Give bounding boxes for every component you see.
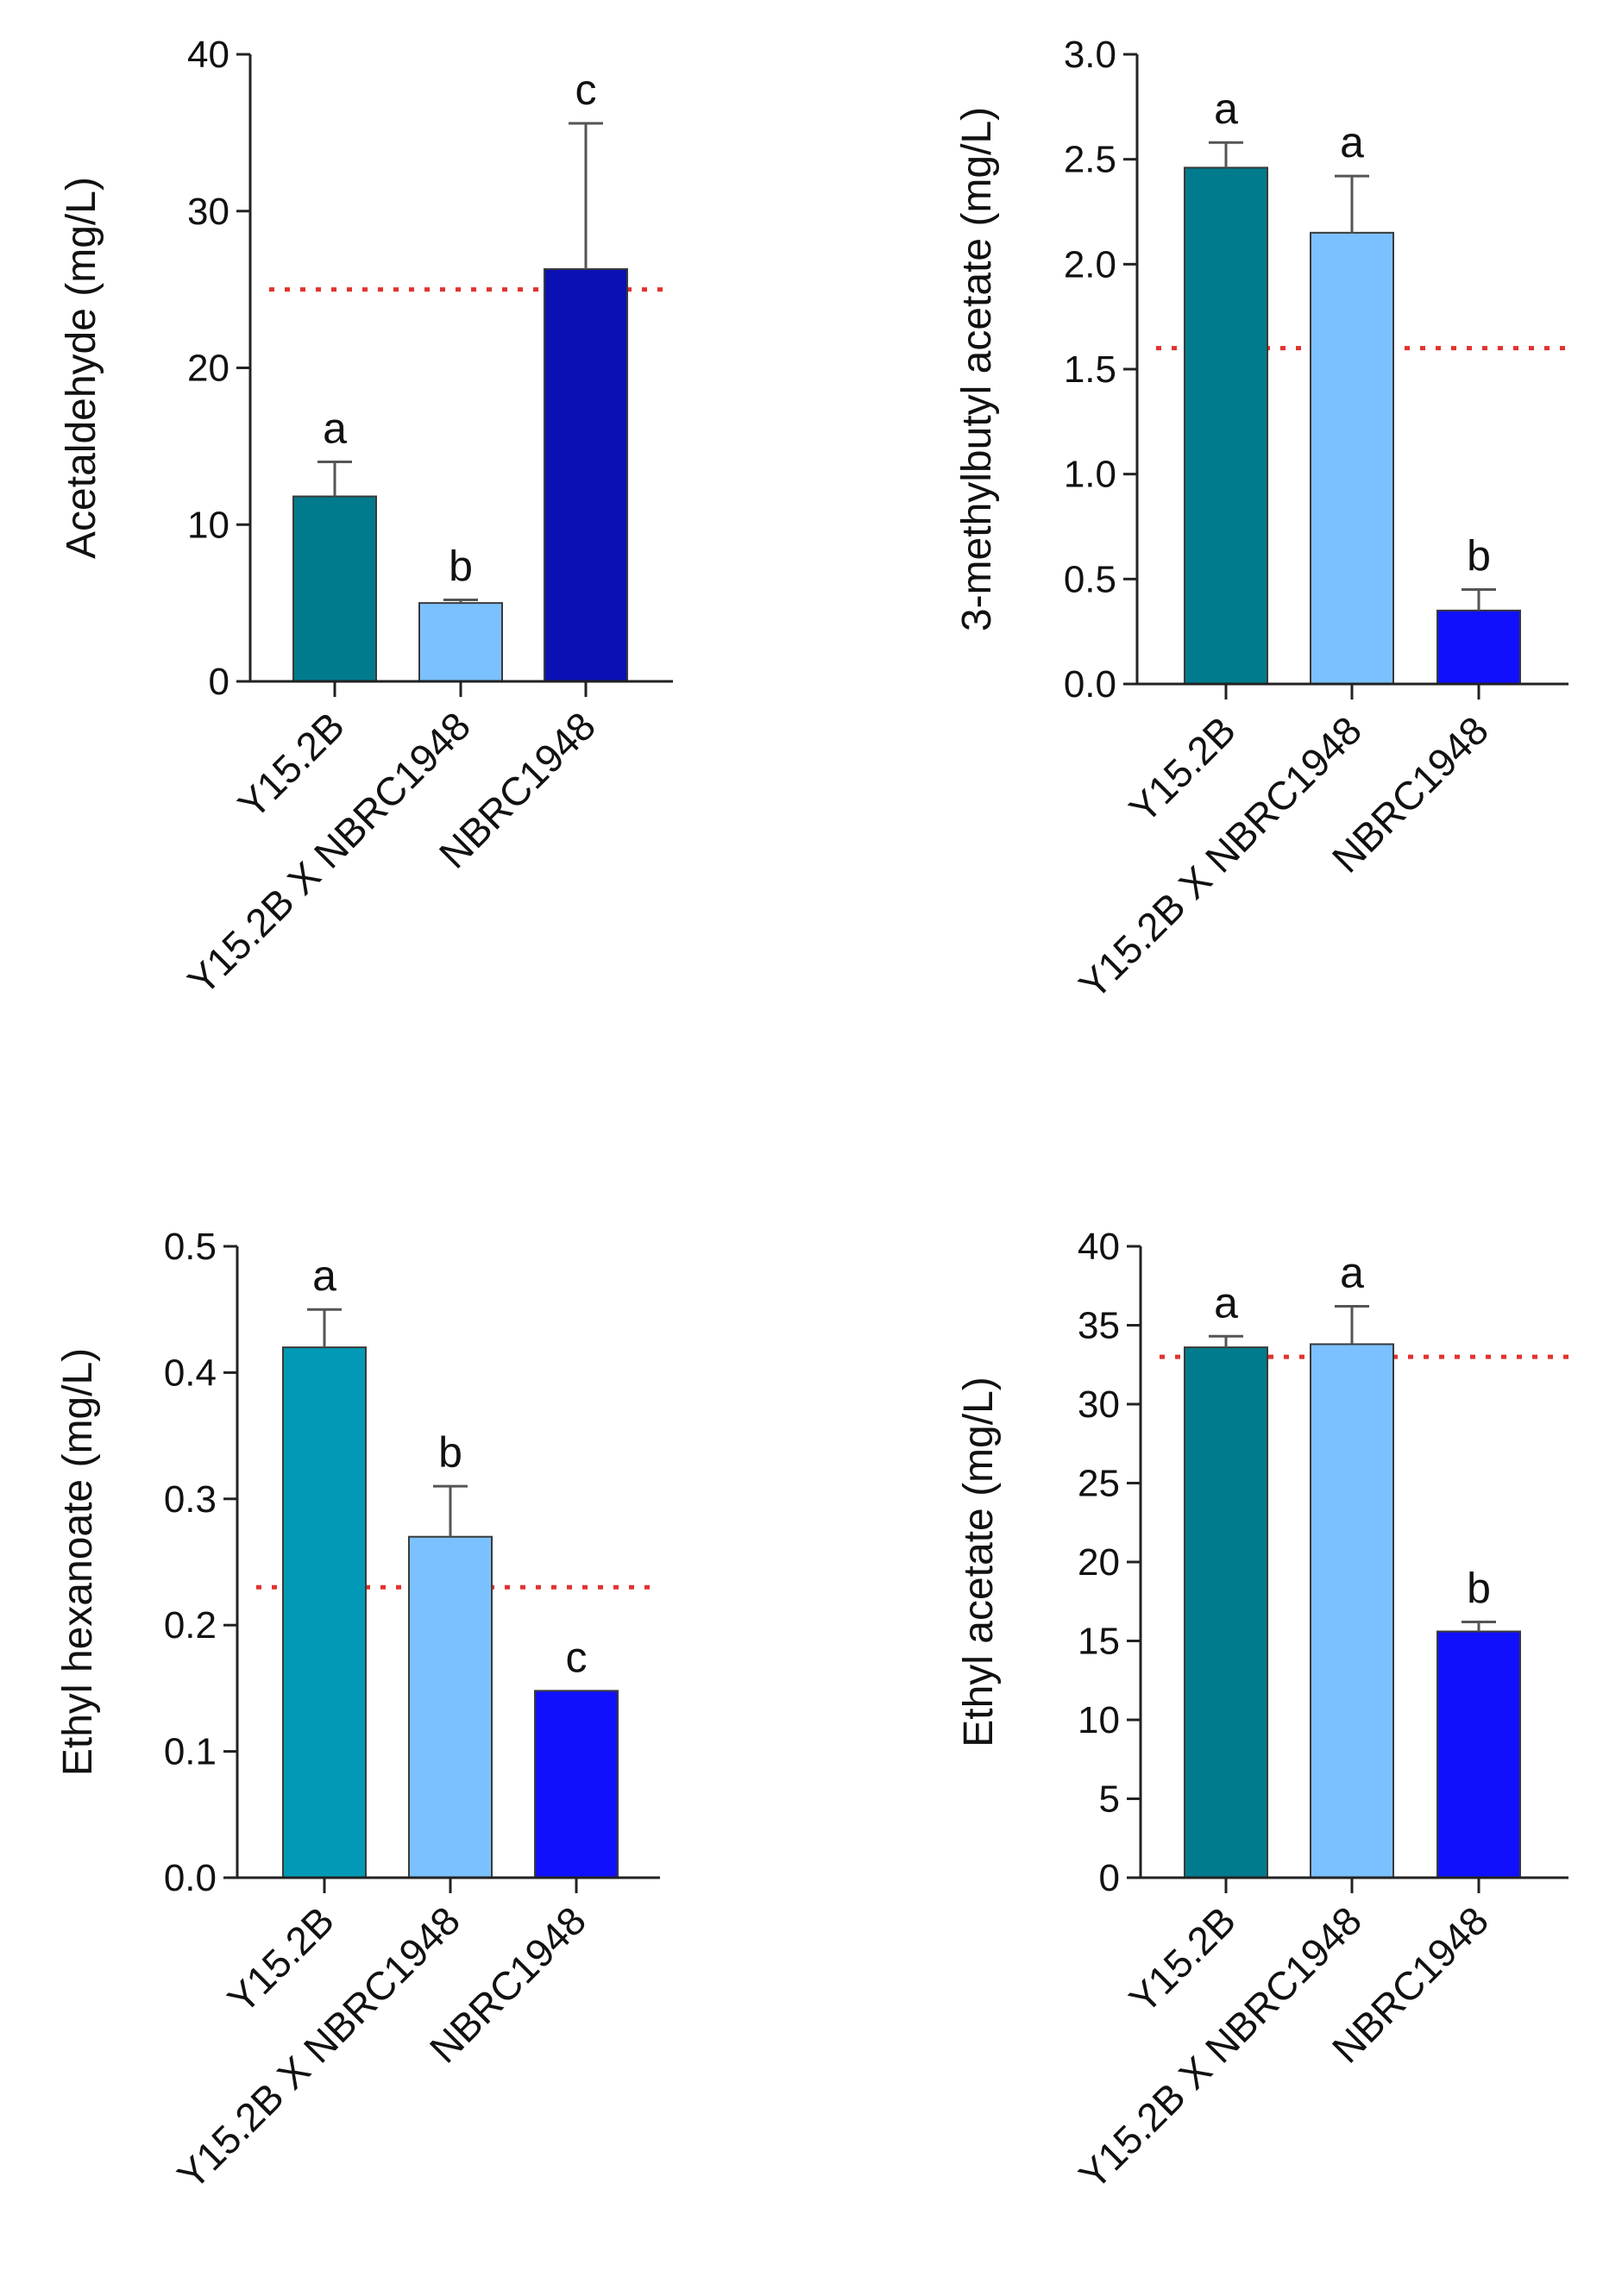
y-tick-label: 3.0 <box>1064 34 1116 76</box>
significance-letter: b <box>449 542 473 590</box>
significance-letter: c <box>566 1633 588 1681</box>
significance-letter: a <box>1214 85 1238 133</box>
y-tick-label: 10 <box>187 504 229 546</box>
bar-y15-2b <box>282 1346 367 1879</box>
x-category-label-y15-2b: Y15.2B <box>1121 1898 1244 2021</box>
y-tick-label: 20 <box>187 348 229 390</box>
significance-letter: b <box>438 1428 462 1477</box>
x-category-label-y15-2b: Y15.2B <box>219 1898 343 2021</box>
y-tick-label: 1.5 <box>1064 348 1116 391</box>
bar-y15-2b <box>292 495 377 682</box>
bar-nbrc1948 <box>544 267 628 682</box>
y-tick-label: 25 <box>1078 1463 1120 1505</box>
bar-nbrc1948 <box>1436 1630 1521 1879</box>
y-tick-label: 40 <box>187 34 229 76</box>
y-tick-label: 0.1 <box>164 1731 217 1773</box>
y-tick-label: 40 <box>1078 1226 1120 1268</box>
y-axis-title: Acetaldehyde (mg/L) <box>59 177 104 559</box>
significance-letter: b <box>1467 1565 1491 1613</box>
y-axis-title: Ethyl hexanoate (mg/L) <box>55 1348 101 1776</box>
x-category-label-y15-2b: Y15.2B <box>229 703 353 826</box>
y-tick-label: 30 <box>1078 1383 1120 1426</box>
y-tick-label: 2.0 <box>1064 243 1116 285</box>
significance-letter: c <box>575 66 597 114</box>
bar-y15-2b <box>1184 166 1268 685</box>
y-tick-label: 1.0 <box>1064 454 1116 496</box>
y-tick-label: 20 <box>1078 1541 1120 1584</box>
bar-y15-2b <box>1184 1346 1268 1879</box>
bar-y15-2b-x-nbrc1948 <box>408 1535 493 1879</box>
significance-letter: a <box>323 405 347 453</box>
y-tick-label: 0 <box>1099 1857 1120 1899</box>
y-tick-label: 15 <box>1078 1621 1120 1663</box>
y-tick-label: 0.3 <box>164 1478 217 1521</box>
y-axis-title: 3-methylbutyl acetate (mg/L) <box>954 107 1000 631</box>
y-tick-label: 0.5 <box>1064 558 1116 600</box>
y-tick-label: 0.5 <box>164 1226 217 1268</box>
significance-letter: a <box>1340 118 1364 166</box>
x-category-label-y15-2b: Y15.2B <box>1121 707 1244 831</box>
significance-letter: a <box>312 1252 336 1300</box>
bar-y15-2b-x-nbrc1948 <box>1310 1343 1394 1879</box>
y-tick-label: 0 <box>209 661 229 703</box>
bar-y15-2b-x-nbrc1948 <box>418 602 503 682</box>
y-tick-label: 30 <box>187 191 229 233</box>
y-tick-label: 10 <box>1078 1699 1120 1741</box>
y-tick-label: 0.0 <box>164 1857 217 1899</box>
significance-letter: b <box>1467 532 1491 580</box>
significance-letter: a <box>1214 1278 1238 1327</box>
y-tick-label: 0.0 <box>1064 663 1116 706</box>
y-tick-label: 0.4 <box>164 1352 217 1394</box>
y-tick-label: 0.2 <box>164 1604 217 1647</box>
significance-letter: a <box>1340 1249 1364 1297</box>
y-tick-label: 2.5 <box>1064 139 1116 181</box>
bar-nbrc1948 <box>1436 609 1521 685</box>
y-tick-label: 35 <box>1078 1305 1120 1347</box>
bar-y15-2b-x-nbrc1948 <box>1310 231 1394 686</box>
y-axis-title: Ethyl acetate (mg/L) <box>956 1377 1002 1747</box>
y-tick-label: 5 <box>1099 1778 1120 1821</box>
bar-nbrc1948 <box>534 1690 619 1879</box>
